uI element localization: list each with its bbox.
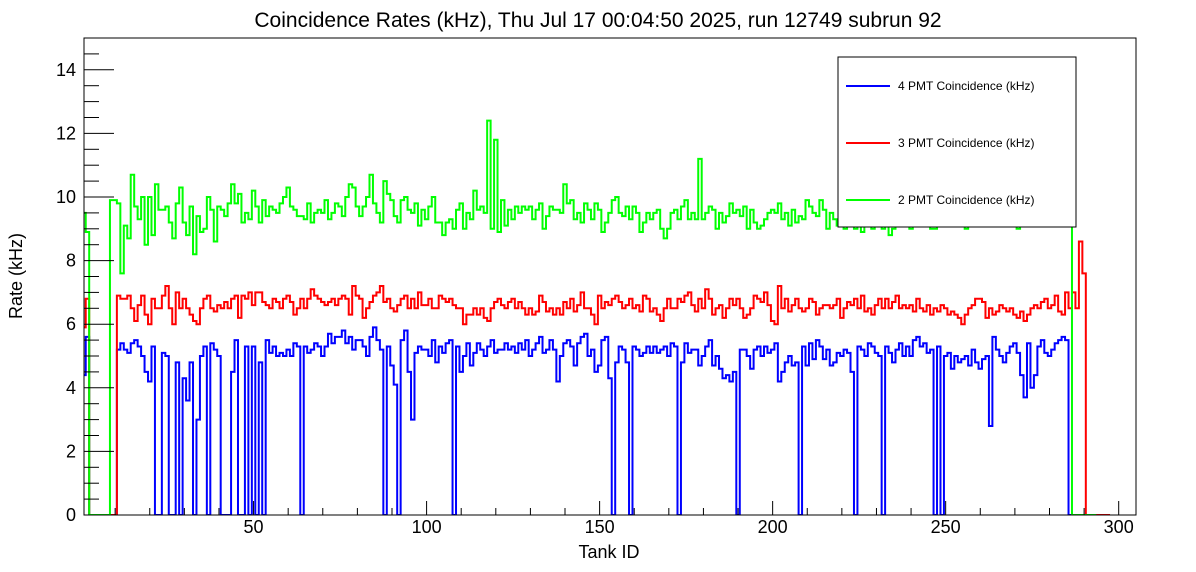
series-line-3pmt	[84, 240, 1111, 515]
legend-label-4pmt: 4 PMT Coincidence (kHz)	[898, 79, 1035, 93]
y-tick-label: 8	[66, 251, 76, 271]
y-tick-label: 14	[56, 60, 76, 80]
x-axis-title: Tank ID	[578, 542, 639, 562]
y-tick-label: 4	[66, 378, 76, 398]
y-tick-label: 6	[66, 314, 76, 334]
legend-label-2pmt: 2 PMT Coincidence (kHz)	[898, 193, 1035, 207]
series-line-4pmt	[84, 326, 1093, 515]
y-axis: 0 2 4 6 8 10 12 14	[56, 37, 114, 525]
x-tick-label: 300	[1104, 517, 1134, 537]
x-tick-label: 250	[931, 517, 961, 537]
y-tick-label: 0	[66, 505, 76, 525]
x-tick-label: 200	[758, 517, 788, 537]
legend: 4 PMT Coincidence (kHz) 3 PMT Coincidenc…	[837, 56, 1077, 228]
chart-title: Coincidence Rates (kHz), Thu Jul 17 00:0…	[254, 9, 941, 32]
x-tick-label: 50	[244, 517, 264, 537]
legend-label-3pmt: 3 PMT Coincidence (kHz)	[898, 136, 1035, 150]
y-tick-label: 10	[56, 187, 76, 207]
x-axis: 50 100 150 200 250 300	[114, 501, 1134, 537]
y-axis-title: Rate (kHz)	[6, 233, 26, 319]
x-tick-label: 100	[412, 517, 442, 537]
x-tick-label: 150	[585, 517, 615, 537]
y-tick-label: 12	[56, 123, 76, 143]
y-tick-label: 2	[66, 441, 76, 461]
